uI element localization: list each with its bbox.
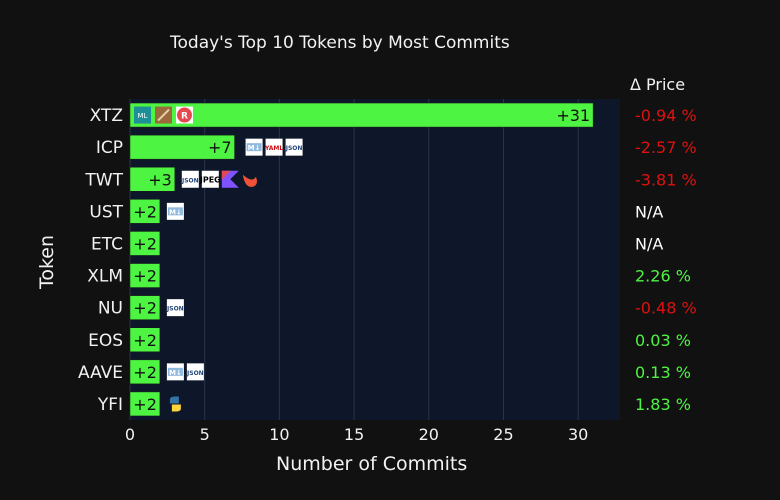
markdown-icon: M↓ <box>166 202 184 220</box>
price-change-value: -0.48 % <box>635 299 697 318</box>
svg-text:JSON: JSON <box>166 306 184 313</box>
bar-etc <box>129 231 161 256</box>
swift-icon <box>242 174 257 187</box>
price-change-value: N/A <box>635 202 663 221</box>
bar-value-label: +2 <box>133 299 157 318</box>
y-tick-label: ICP <box>96 138 123 158</box>
x-tick-label: 10 <box>269 425 289 444</box>
bar-value-label: +7 <box>208 138 232 157</box>
chart-title: Today's Top 10 Tokens by Most Commits <box>170 33 510 53</box>
price-change-value: N/A <box>635 234 663 253</box>
svg-text:YAML: YAML <box>264 145 283 152</box>
bar-value-label: +31 <box>556 106 590 125</box>
y-tick-label: UST <box>89 202 123 222</box>
bar-nu <box>129 295 161 320</box>
bar-value-label: +3 <box>148 170 172 189</box>
json-icon: JSON <box>181 170 199 188</box>
x-tick-label: 25 <box>493 425 513 444</box>
bar-value-label: +2 <box>133 234 157 253</box>
price-change-value: 0.03 % <box>635 331 691 350</box>
price-change-value: 2.26 % <box>635 267 691 286</box>
bar-value-label: +2 <box>133 395 157 414</box>
markdown-icon: M↓ <box>245 138 263 156</box>
svg-text:M↓: M↓ <box>248 144 261 152</box>
json-icon: JSON <box>166 299 184 317</box>
json-icon: JSON <box>285 138 303 156</box>
y-tick-label: TWT <box>84 170 123 190</box>
jpeg-icon: JPEG <box>199 170 221 188</box>
svg-text:JPEG: JPEG <box>199 175 221 184</box>
bar-twt <box>129 167 176 192</box>
y-tick-label: NU <box>98 299 123 319</box>
svg-text:JSON: JSON <box>181 177 199 184</box>
price-change-value: -3.81 % <box>635 170 697 189</box>
y-tick-label: XTZ <box>90 106 123 126</box>
y-axis-label: Token <box>36 234 58 290</box>
ocaml-icon: ML <box>134 106 151 124</box>
bar-yfi <box>129 391 161 417</box>
price-change-value: 0.13 % <box>635 363 691 382</box>
bar-icp <box>129 134 235 160</box>
x-tick-label: 5 <box>200 425 210 444</box>
x-tick-label: 15 <box>344 425 364 444</box>
y-tick-label: EOS <box>88 331 123 351</box>
rescript-icon: R <box>176 106 193 124</box>
bar-value-label: +2 <box>133 331 157 350</box>
price-change-value: -0.94 % <box>635 106 697 125</box>
svg-text:JSON: JSON <box>285 145 303 152</box>
y-tick-label: ETC <box>91 234 123 254</box>
markdown-icon: M↓ <box>166 363 184 381</box>
price-change-value: 1.83 % <box>635 395 691 414</box>
bar-xlm <box>129 263 161 288</box>
python-icon <box>169 396 181 412</box>
bar-eos <box>129 327 161 352</box>
bar-xtz <box>129 102 594 128</box>
bar-value-label: +2 <box>133 202 157 221</box>
kotlin-icon <box>221 170 239 188</box>
bar-aave <box>129 359 161 385</box>
x-tick-label: 20 <box>419 425 439 444</box>
x-tick-label: 30 <box>568 425 588 444</box>
bar-value-label: +2 <box>133 267 157 286</box>
bar-ust <box>129 199 161 224</box>
y-tick-label: XLM <box>87 267 123 287</box>
svg-text:M↓: M↓ <box>169 208 182 216</box>
bar-value-label: +2 <box>133 363 157 382</box>
y-tick-label: YFI <box>97 395 123 415</box>
svg-text:JSON: JSON <box>186 370 204 377</box>
x-axis-label: Number of Commits <box>276 453 468 475</box>
y-tick-label: AAVE <box>78 363 123 383</box>
price-change-value: -2.57 % <box>635 138 697 157</box>
svg-text:R: R <box>181 112 188 122</box>
price-change-header: Δ Price <box>630 75 686 94</box>
svg-text:M↓: M↓ <box>169 369 182 377</box>
rust-icon <box>155 106 172 124</box>
x-tick-label: 0 <box>125 425 135 444</box>
yaml-icon: YAML <box>264 138 283 156</box>
svg-text:ML: ML <box>138 112 148 120</box>
json-icon: JSON <box>186 363 204 381</box>
